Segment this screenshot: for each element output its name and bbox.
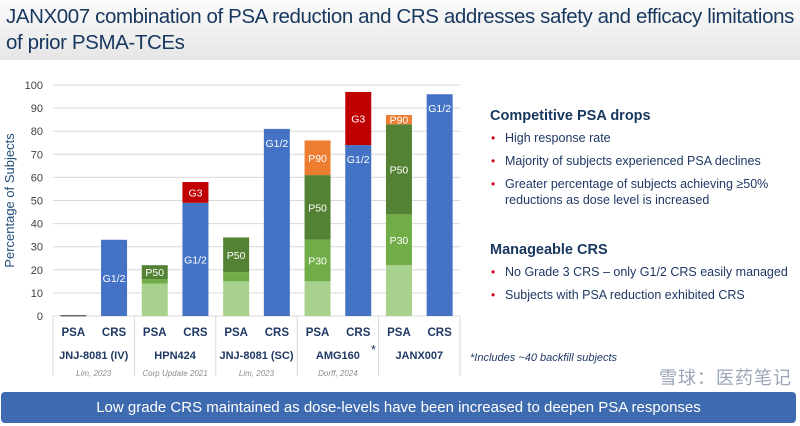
y-tick-label: 70 [31,149,43,161]
group-label: JNJ-8081 (IV) [59,350,128,362]
crs-bar-segment [182,182,209,203]
psa-bar-segment [304,239,331,282]
psa-bar-segment [385,214,412,266]
group-label: AMG160 [316,350,360,362]
group-label: JNJ-8081 (SC) [220,350,294,362]
y-axis-title: Percentage of Subjects [2,133,17,268]
bullet-dot-icon: • [491,154,496,168]
psa-bar-segment [141,265,168,280]
segment-label: P50 [227,250,246,262]
bullet-text: Subjects with PSA reduction exhibited CR… [505,288,745,302]
crs-bar-segment [345,145,372,316]
psa-bar-segment [304,175,331,240]
segment-label: G1/2 [428,103,451,115]
bullet-text: Greater percentage of subjects achieving… [505,177,769,207]
footnote: *Includes ~40 backfill subjects [470,352,618,364]
x-tick-label: PSA [143,327,167,339]
x-tick-label: PSA [306,327,330,339]
crs-bar-segment [182,202,209,316]
psa-bar-segment [304,281,331,316]
slide-title: JANX007 combination of PSA reduction and… [6,5,794,54]
citation: Dorff, 2024 [318,369,358,378]
group-label: JANX007 [395,350,443,362]
crs-heading: Manageable CRS [490,242,608,258]
x-tick-label: CRS [183,327,208,339]
x-tick-label: CRS [346,327,371,339]
summary-banner: Low grade CRS maintained as dose-levels … [1,392,796,423]
x-tick-label: CRS [265,327,290,339]
crs-section: Manageable CRS • No Grade 3 CRS – only G1… [490,242,788,310]
bullet-text: Majority of subjects experienced PSA dec… [505,154,761,168]
segment-label: P30 [308,256,327,268]
crs-bar-segment [263,128,290,316]
psa-bar-segment [385,115,412,125]
psa-bar-segment [223,272,250,282]
bullet-text: High response rate [505,131,611,145]
psa-bar-segment [223,237,250,273]
segment-label: P50 [145,267,164,279]
crs-bar-segment [426,94,453,317]
segment-label: G1/2 [184,254,207,266]
psa-bar-segment [385,265,412,316]
bullet-dot-icon: • [491,131,496,145]
psa-bar-segment [223,281,250,316]
y-tick-label: 90 [31,103,43,115]
crs-bar-segment [101,239,128,316]
x-tick-label: PSA [224,327,248,339]
bullet: • Greater percentage of subjects achievin… [490,176,800,208]
y-tick-label: 80 [31,126,43,138]
x-tick-label: PSA [387,327,411,339]
segment-label: G1/2 [347,154,370,166]
segment-label: P50 [308,202,327,214]
bullet: • No Grade 3 CRS – only G1/2 CRS easily m… [490,264,788,280]
watermark: 雪球：医药笔记 [659,368,792,389]
citation: Lim, 2023 [76,369,112,378]
bullet-dot-icon: • [491,288,496,302]
psa-bar-segment [304,140,331,176]
psa-bar-segment [385,124,412,215]
segment-label: G3 [351,113,365,125]
segment-label: G3 [188,187,202,199]
segment-label: P90 [308,153,327,165]
citation: Corp Update 2021 [142,369,207,378]
bullet-dot-icon: • [491,177,496,191]
bullet: • Majority of subjects experienced PSA de… [490,153,800,169]
psa-bar-segment [141,283,168,316]
segment-label: G1/2 [265,138,288,150]
x-tick-label: PSA [62,327,86,339]
y-tick-label: 30 [31,242,43,254]
slide-header: JANX007 combination of PSA reduction and… [0,0,800,60]
psa-bar-segment [141,279,168,284]
y-tick-label: 20 [31,265,43,277]
y-tick-label: 60 [31,172,43,184]
segment-label: P90 [390,115,409,127]
psa-heading: Competitive PSA drops [490,108,651,124]
group-marker: * [371,342,376,357]
y-tick-label: 40 [31,219,43,231]
psa-section: Competitive PSA drops • High response rat… [490,108,800,215]
y-tick-label: 0 [37,311,43,323]
bullet: • Subjects with PSA reduction exhibited C… [490,287,788,303]
citation: Lim, 2023 [239,369,275,378]
bullet: • High response rate [490,130,800,146]
banner-text: Low grade CRS maintained as dose-levels … [96,399,701,416]
bullet-text: No Grade 3 CRS – only G1/2 CRS easily ma… [505,265,788,279]
crs-bar-segment [345,91,372,146]
y-tick-label: 50 [31,196,43,208]
segment-label: G1/2 [103,273,126,285]
stacked-bar-chart: 0 10 20 30 40 50 60 70 80 90 100 Percentage of Subj… [2,80,461,378]
x-tick-label: CRS [102,327,127,339]
x-tick-label: CRS [428,327,453,339]
y-tick-label: 10 [31,288,43,300]
bullet-dot-icon: • [491,265,496,279]
group-label: HPN424 [154,350,196,362]
segment-label: P50 [390,164,409,176]
segment-label: P30 [390,235,409,247]
psa-bar-segment [60,315,87,317]
y-tick-label: 100 [25,80,43,92]
